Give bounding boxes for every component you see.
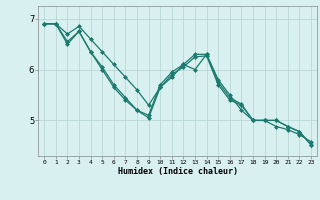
X-axis label: Humidex (Indice chaleur): Humidex (Indice chaleur)	[118, 167, 238, 176]
